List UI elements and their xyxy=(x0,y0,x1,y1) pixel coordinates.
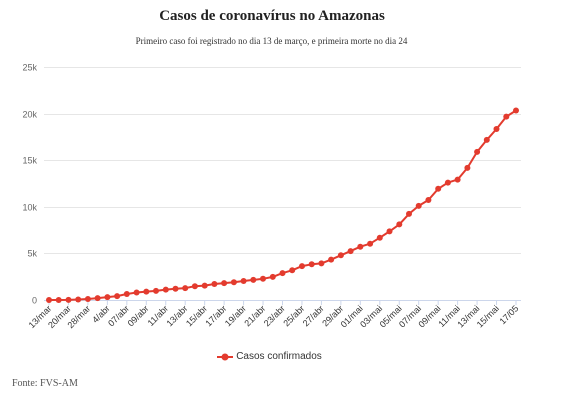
y-tick-label: 25k xyxy=(22,63,37,73)
data-point[interactable] xyxy=(435,185,442,192)
data-point[interactable] xyxy=(182,285,189,292)
x-tick-label: 09/abr xyxy=(126,303,151,328)
y-tick-label: 5k xyxy=(27,249,37,259)
data-point[interactable] xyxy=(308,261,315,268)
data-point[interactable] xyxy=(133,289,140,296)
data-point[interactable] xyxy=(279,270,286,277)
data-point[interactable] xyxy=(289,267,296,274)
legend-label: Casos confirmados xyxy=(236,351,322,362)
y-tick-label: 15k xyxy=(22,156,37,166)
data-point[interactable] xyxy=(444,179,451,186)
data-point[interactable] xyxy=(104,294,111,301)
gridlines xyxy=(44,67,521,254)
data-point[interactable] xyxy=(357,243,364,250)
x-tick-label: 17/abr xyxy=(203,303,228,328)
chart-subtitle: Primeiro caso foi registrado no dia 13 d… xyxy=(135,36,408,46)
x-tick-label: 17/05 xyxy=(497,303,520,326)
data-point[interactable] xyxy=(454,176,461,183)
data-point[interactable] xyxy=(269,273,276,280)
data-point[interactable] xyxy=(415,202,422,209)
data-point[interactable] xyxy=(425,197,432,203)
data-point[interactable] xyxy=(250,276,257,283)
chart-title: Casos de coronavírus no Amazonas xyxy=(159,8,385,24)
data-point[interactable] xyxy=(211,281,218,287)
legend-marker-dot xyxy=(221,353,229,361)
data-point[interactable] xyxy=(318,260,325,267)
data-point[interactable] xyxy=(201,282,208,289)
data-point[interactable] xyxy=(367,240,374,247)
data-point[interactable] xyxy=(65,296,72,303)
data-point[interactable] xyxy=(46,297,52,303)
legend-item-casos-confirmados[interactable]: Casos confirmados xyxy=(217,350,322,364)
y-axis: 0 5k 10k 15k 20k 25k xyxy=(22,63,37,306)
data-point[interactable] xyxy=(162,286,169,293)
data-point[interactable] xyxy=(172,285,179,292)
data-point[interactable] xyxy=(483,136,490,143)
data-point[interactable] xyxy=(221,280,228,287)
data-point[interactable] xyxy=(123,291,130,297)
data-point[interactable] xyxy=(347,248,354,255)
x-tick-label: 07/abr xyxy=(106,303,131,328)
data-point[interactable] xyxy=(191,283,198,290)
legend-marker-icon xyxy=(217,353,234,361)
data-point[interactable] xyxy=(376,234,383,241)
data-point[interactable] xyxy=(396,221,403,228)
data-point[interactable] xyxy=(406,210,412,217)
y-tick-label: 20k xyxy=(22,110,37,120)
y-tick-label: 0 xyxy=(32,296,37,306)
data-point[interactable] xyxy=(114,293,121,300)
data-point[interactable] xyxy=(493,126,500,132)
data-point[interactable] xyxy=(75,296,82,303)
x-tick-label: 27/abr xyxy=(301,303,326,328)
data-point[interactable] xyxy=(503,113,510,120)
data-point[interactable] xyxy=(55,297,62,303)
x-tick-label: 13/abr xyxy=(164,303,189,328)
series-casos-confirmados xyxy=(46,107,519,303)
x-tick-label: 21/abr xyxy=(242,303,267,328)
data-point[interactable] xyxy=(143,288,150,295)
data-point[interactable] xyxy=(240,278,247,284)
y-tick-label: 10k xyxy=(22,203,37,213)
data-point[interactable] xyxy=(328,256,335,263)
data-point[interactable] xyxy=(513,107,519,114)
data-point[interactable] xyxy=(299,263,305,270)
data-point[interactable] xyxy=(230,279,237,286)
data-point[interactable] xyxy=(84,296,91,302)
data-point[interactable] xyxy=(386,228,393,235)
data-point[interactable] xyxy=(94,295,101,302)
legend: Casos confirmados xyxy=(0,349,539,367)
source-note: Fonte: FVS-AM xyxy=(12,378,78,389)
x-axis: 13/mar20/mar28/mar4/abr07/abr09/abr11/ab… xyxy=(27,300,521,330)
data-point[interactable] xyxy=(337,252,344,259)
data-point[interactable] xyxy=(153,287,159,294)
data-point[interactable] xyxy=(260,275,266,282)
data-point[interactable] xyxy=(474,148,481,155)
x-tick-label: 15/mai xyxy=(475,303,501,329)
x-tick-label: 23/abr xyxy=(262,303,287,328)
data-point[interactable] xyxy=(464,164,471,171)
